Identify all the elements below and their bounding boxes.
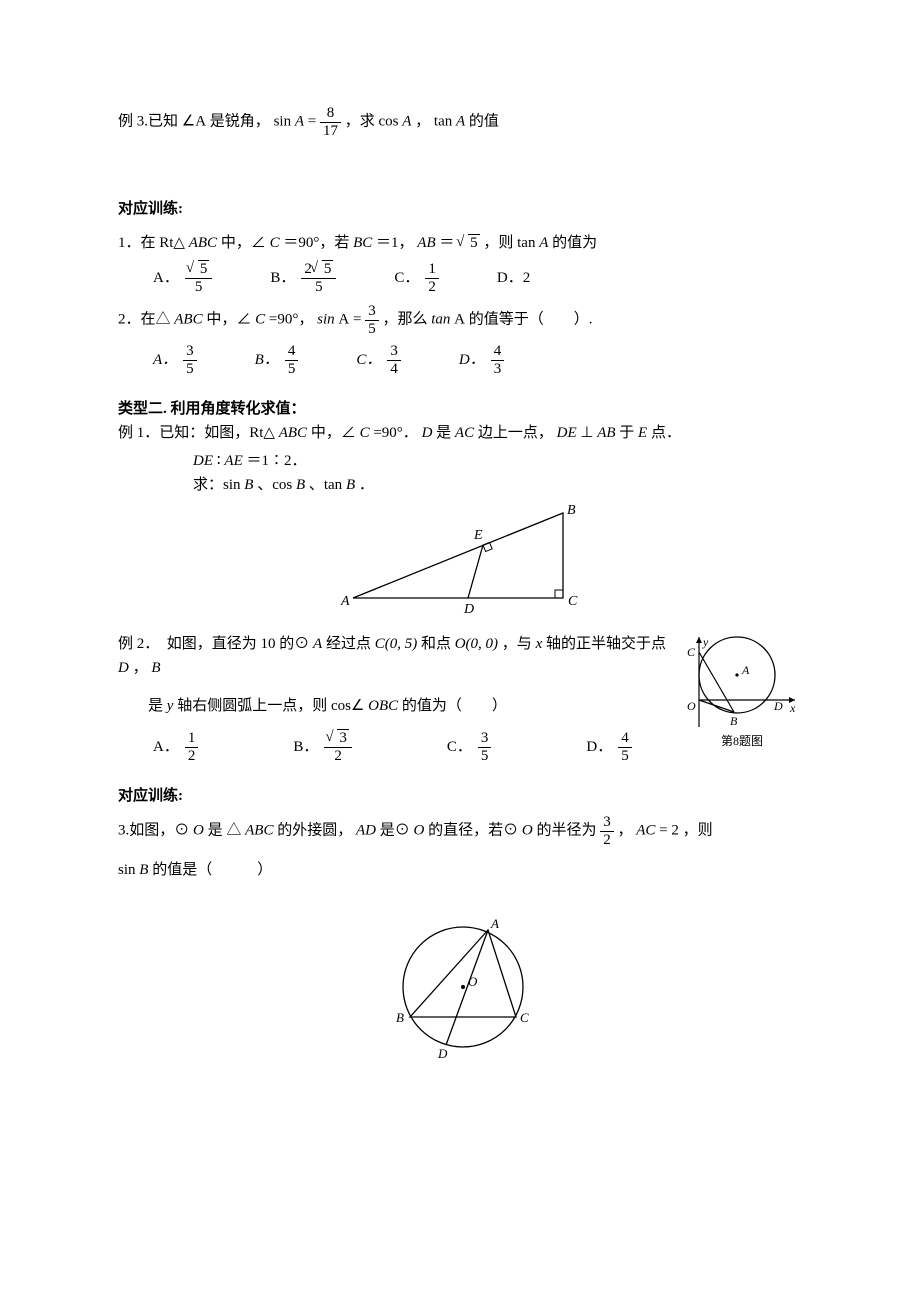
t2ex2-choice-d: D． 45 xyxy=(586,730,631,764)
t2ex1-figure: A B C D E xyxy=(118,503,807,618)
svg-text:B: B xyxy=(730,714,738,728)
type2-example-2: 例 2． 如图，直径为 10 的⊙ A 经过点 C(0, 5) 和点 O(0, … xyxy=(118,632,807,772)
q2-tan: tan xyxy=(431,311,450,327)
ex3-prefix: 例 3.已知 xyxy=(118,113,178,129)
ex3-tail: 的值 xyxy=(469,113,499,129)
svg-text:B: B xyxy=(567,503,576,518)
svg-text:x: x xyxy=(789,701,796,715)
q1-ABC: ABC xyxy=(189,235,217,251)
svg-text:E: E xyxy=(473,528,483,543)
question-1: 1．在 Rt△ ABC 中，∠ C ＝90°，若 BC ＝1， AB ＝ 5 ，… xyxy=(118,231,807,255)
ex3-cos: cos xyxy=(378,113,398,129)
t2ex2-figure: y C A O B D x 第8题图 xyxy=(677,632,807,751)
ex3-frac: 8 17 xyxy=(320,105,341,139)
q1-e: 的值为 xyxy=(552,235,597,251)
q2-choices: A． 35 B． 45 C． 34 D． 43 xyxy=(118,343,807,377)
q1-A: A xyxy=(539,235,548,251)
q1-C: C xyxy=(270,235,280,251)
example-3: 例 3.已知 ∠A 是锐角， sin A = 8 17 ，求 cos A ， t… xyxy=(118,105,807,139)
q1-b: 中，∠ xyxy=(221,235,270,251)
q1-eq1: ＝1， xyxy=(376,235,414,251)
q2-e: 的值等于（ ）. xyxy=(469,311,593,327)
q3-figure: A B C D O xyxy=(118,912,807,1062)
q2-choice-c: C． 34 xyxy=(356,343,401,377)
ex3-sin: sin xyxy=(274,113,292,129)
q1-AB: AB xyxy=(417,235,435,251)
svg-text:C: C xyxy=(568,594,578,609)
ex3-den: 17 xyxy=(320,123,341,140)
t2ex1-line2: DE ∶ AE ＝1∶2． xyxy=(118,449,807,473)
q1-d: ，则 tan xyxy=(483,235,535,251)
ex3-A1: A xyxy=(295,113,304,129)
q2-A1: A xyxy=(338,311,349,327)
svg-text:B: B xyxy=(396,1010,404,1025)
q2-choice-d: D． 43 xyxy=(459,343,504,377)
svg-text:D: D xyxy=(773,699,783,713)
q1-choices: A． 55 B． 255 C． 12 D．2 xyxy=(118,261,807,295)
t2ex2-choices: A． 12 B． 32 C． 35 D． 45 xyxy=(118,730,677,764)
question-2: 2．在△ ABC 中，∠ C =90°， sin A = 3 5 ，那么 tan… xyxy=(118,303,807,337)
type2-example-1: 例 1．已知：如图，Rt△ ABC 中，∠ C =90°． D 是 AC 边上一… xyxy=(118,421,807,445)
q1-choice-b: B． 255 xyxy=(270,261,336,295)
q1-choice-a: A． 55 xyxy=(153,261,212,295)
q2-c: =90°， xyxy=(269,311,313,327)
q1-c: ＝90°，若 xyxy=(283,235,353,251)
svg-text:C: C xyxy=(687,645,696,659)
triangle-diagram-icon: A B C D E xyxy=(333,503,593,618)
ex3-comma: ，求 xyxy=(345,113,375,129)
q1-BC: BC xyxy=(353,235,372,251)
ex3-A3: A xyxy=(456,113,465,129)
svg-text:O: O xyxy=(687,699,696,713)
svg-text:D: D xyxy=(437,1046,448,1061)
svg-text:A: A xyxy=(490,916,499,931)
q2-choice-a: A． 35 xyxy=(153,343,197,377)
q1-a: 1．在 Rt△ xyxy=(118,235,185,251)
svg-text:C: C xyxy=(520,1010,529,1025)
svg-text:A: A xyxy=(741,663,750,677)
svg-text:D: D xyxy=(463,602,474,617)
q1-choice-c: C． 12 xyxy=(394,261,439,295)
q2-frac: 3 5 xyxy=(365,303,379,337)
ex3-acute: 是锐角， xyxy=(210,113,270,129)
question-3: 3.如图，⊙ O 是 △ ABC 的外接圆， AD 是⊙ O 的直径，若⊙ O … xyxy=(118,814,807,848)
fig-caption: 第8题图 xyxy=(677,732,807,751)
q2-A2: A xyxy=(454,311,465,327)
t2ex2-choice-a: A． 12 xyxy=(153,730,198,764)
page: 例 3.已知 ∠A 是锐角， sin A = 8 17 ，求 cos A ， t… xyxy=(0,0,920,1302)
q1-eq2: ＝ xyxy=(439,235,454,251)
q2-eq: = xyxy=(353,311,361,327)
q2-sin: sin xyxy=(317,311,335,327)
svg-text:A: A xyxy=(340,594,350,609)
ex3-tan: tan xyxy=(434,113,452,129)
svg-text:y: y xyxy=(702,635,709,649)
ex3-num: 8 xyxy=(320,105,341,123)
q1-sqrt5: 5 xyxy=(458,231,480,255)
q2-b: 中，∠ xyxy=(206,311,251,327)
ex3-angle: ∠A xyxy=(182,113,206,129)
circumscribed-circle-icon: A B C D O xyxy=(388,912,538,1062)
t2ex2-choice-c: C． 35 xyxy=(447,730,492,764)
q3-line2: sin B 的值是（ ） xyxy=(118,858,807,882)
q2-ABC: ABC xyxy=(174,311,202,327)
q1-choice-d: D．2 xyxy=(497,266,530,290)
q2-C: C xyxy=(255,311,265,327)
q2-d: ，那么 xyxy=(382,311,431,327)
ex3-eq: = xyxy=(308,113,320,129)
q2-a: 2．在△ xyxy=(118,311,171,327)
training-header-1: 对应训练: xyxy=(118,197,807,221)
training-header-2: 对应训练: xyxy=(118,784,807,808)
t2ex1-line3: 求：sin B 、cos B 、tan B ． xyxy=(118,473,807,497)
circle-axes-icon: y C A O B D x xyxy=(677,632,802,732)
q3-frac: 3 2 xyxy=(600,814,614,848)
ex3-A2: A xyxy=(402,113,411,129)
ex3-c2: ， xyxy=(415,113,430,129)
q2-choice-b: B． 45 xyxy=(255,343,299,377)
type2-header: 类型二. 利用角度转化求值： xyxy=(118,397,807,421)
t2ex2-choice-b: B． 32 xyxy=(293,730,352,764)
svg-text:O: O xyxy=(468,974,478,989)
